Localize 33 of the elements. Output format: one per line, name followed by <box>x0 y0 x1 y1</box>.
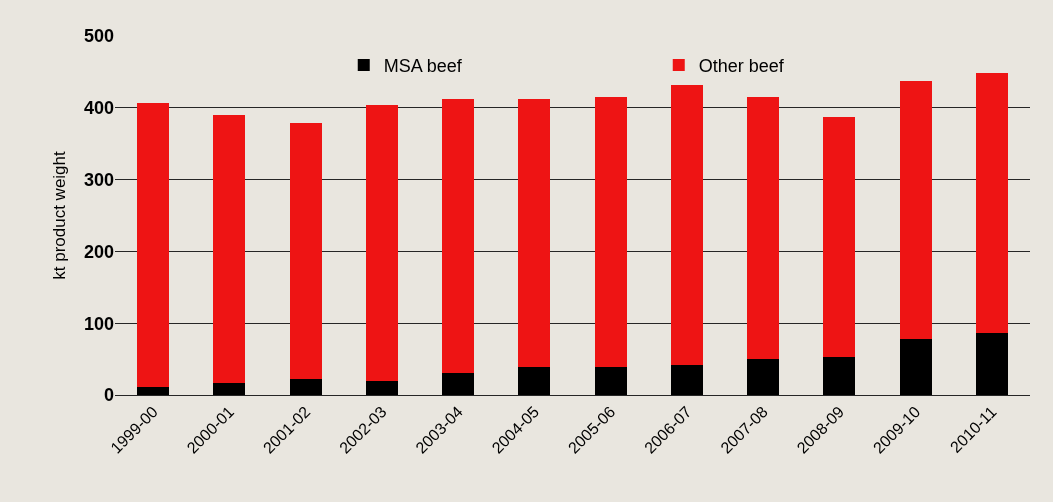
y-axis-title: kt product weight <box>49 150 69 280</box>
bar <box>823 117 856 357</box>
bar <box>747 359 780 395</box>
bar <box>670 364 703 395</box>
bar <box>289 379 322 395</box>
bar <box>365 381 398 395</box>
legend-label: Other beef <box>698 55 785 76</box>
y-tick-label: 100 <box>83 313 114 334</box>
bar <box>823 356 856 395</box>
y-tick-label: 300 <box>83 169 114 190</box>
bar <box>289 122 322 380</box>
legend-label: MSA beef <box>383 55 463 76</box>
bar <box>213 114 246 383</box>
bar <box>594 97 627 367</box>
bar <box>518 367 551 395</box>
bar <box>747 97 780 360</box>
y-tick-label: 200 <box>83 241 114 262</box>
y-tick-label: 0 <box>103 385 114 406</box>
y-tick-label: 400 <box>83 98 114 119</box>
bar <box>899 81 932 339</box>
y-tick-label: 500 <box>83 26 114 47</box>
bar <box>442 99 475 374</box>
bar <box>137 387 170 395</box>
bar <box>670 84 703 365</box>
bar <box>975 73 1008 334</box>
bar <box>975 333 1008 395</box>
bar <box>518 99 551 367</box>
bar <box>442 373 475 395</box>
bar <box>365 104 398 382</box>
bar <box>594 367 627 395</box>
bar <box>899 339 932 395</box>
bar <box>137 102 170 388</box>
bar <box>213 382 246 395</box>
